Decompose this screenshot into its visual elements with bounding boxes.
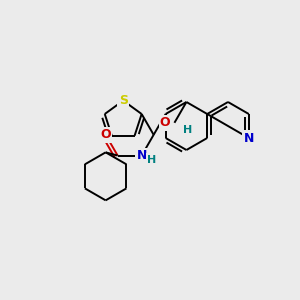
Text: H: H bbox=[183, 125, 193, 135]
Text: O: O bbox=[160, 116, 170, 129]
Text: N: N bbox=[136, 149, 147, 162]
Text: H: H bbox=[147, 154, 156, 165]
Text: S: S bbox=[119, 94, 128, 107]
Text: N: N bbox=[244, 131, 254, 145]
Text: O: O bbox=[100, 128, 111, 141]
